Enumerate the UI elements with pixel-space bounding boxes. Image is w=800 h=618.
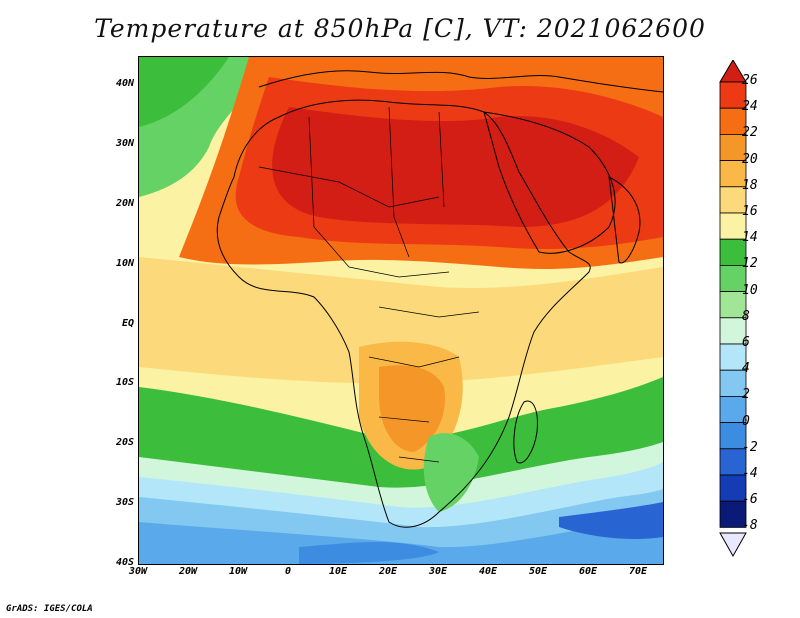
lat-tick-10s: 10S [115,377,134,388]
colorbar [719,60,747,558]
colorbar-label: 26 [742,73,758,88]
colorbar-label: 20 [742,151,758,167]
colorbar-label: -2 [742,439,758,455]
mediterranean-coastline [258,70,663,93]
colorbar-segment [719,134,747,162]
colorbar-segment [719,500,747,528]
arabia-coastline [483,111,616,254]
colorbar-label: -8 [742,518,758,534]
map-canvas [139,57,663,564]
footer-credit: GrADS: IGES/COLA [6,604,93,614]
lon-tick-70e: 70E [628,566,648,577]
band-north-atlantic-core [139,57,229,127]
colorbar-segment [719,395,747,423]
colorbar-segment [719,369,747,397]
band-southeast-green [423,433,479,512]
lat-tick-20n: 20N [115,198,134,209]
lat-tick-20s: 20S [115,437,134,448]
colorbar-segment [719,474,747,502]
band-south-mblue [139,517,663,564]
colorbar-label: -6 [742,492,758,508]
lat-tick-10n: 10N [115,258,134,269]
band-southern-africa-orange [379,365,445,452]
colorbar-label: 8 [742,308,750,324]
india-coastline [608,176,641,264]
lat-tick-30s: 30S [115,497,134,508]
colorbar-label: 24 [742,99,758,115]
colorbar-label: 2 [742,387,750,403]
temperature-map [138,56,664,565]
country-borders [258,106,480,463]
band-south-dblue [299,542,439,564]
colorbar-segment [719,317,747,345]
lat-tick-40n: 40N [115,78,134,89]
lon-tick-10e: 10E [328,566,348,577]
chart-title: Temperature at 850hPa [C], VT: 202106260… [94,14,706,43]
colorbar-label: 0 [742,413,750,429]
lon-tick-0: 0 [284,566,292,577]
colorbar-label: 6 [742,335,750,350]
colorbar-label: 4 [742,361,750,377]
colorbar-segment [719,291,747,319]
colorbar-segments [719,81,747,528]
colorbar-label: 18 [742,177,758,193]
colorbar-label: 22 [742,125,758,141]
lon-tick-10w: 10W [228,566,248,577]
lon-tick-40e: 40E [478,566,498,577]
lat-tick-30n: 30N [115,138,134,149]
lon-tick-20w: 20W [178,566,198,577]
lon-tick-30e: 30E [428,566,448,577]
colorbar-label: 16 [742,204,758,219]
lon-tick-60e: 60E [578,566,598,577]
band-north-hot [272,107,639,227]
band-south-deep [559,502,663,539]
lon-tick-30w: 30W [128,566,148,577]
colorbar-label: -4 [742,466,758,481]
africa-coastline [216,99,591,528]
colorbar-bottom-arrow [719,532,747,558]
colorbar-label: 14 [742,230,758,246]
colorbar-segment [719,186,747,214]
colorbar-segment [719,107,747,135]
colorbar-label: 10 [742,282,758,298]
lat-tick-40s: 40S [115,557,134,568]
madagascar-coastline [513,400,538,464]
lon-tick-50e: 50E [528,566,548,577]
colorbar-segment [719,448,747,476]
band-equatorial [139,257,663,384]
lon-tick-20e: 20E [378,566,398,577]
lat-tick-eq: EQ [121,318,134,329]
colorbar-label: 12 [742,256,758,272]
